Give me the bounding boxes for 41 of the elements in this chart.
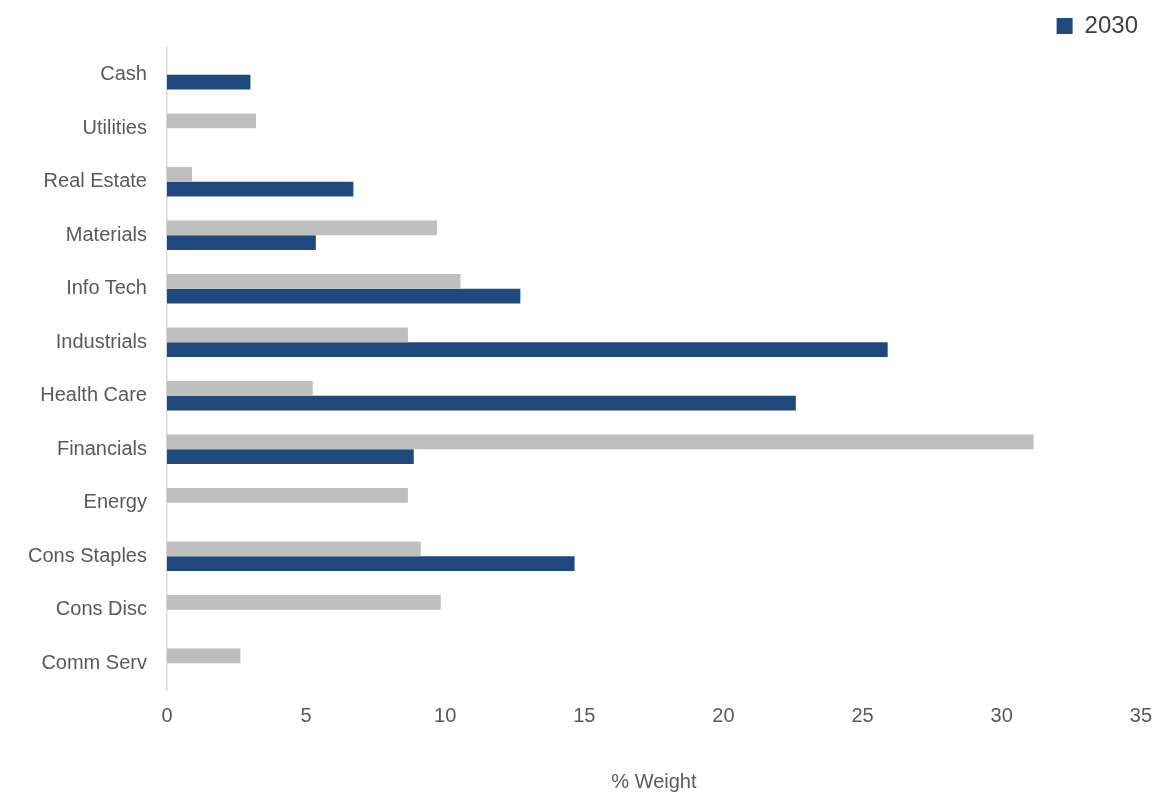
y-tick-label: Industrials (55, 329, 147, 352)
bar (166, 381, 313, 396)
y-tick-label: Cons Staples (27, 543, 147, 566)
y-tick-label: Cash (100, 62, 147, 85)
x-tick-label: 10 (434, 703, 457, 726)
x-tick-label: 35 (1129, 703, 1152, 726)
x-tick-label: 30 (990, 703, 1013, 726)
bar (166, 167, 192, 182)
y-tick-label: Real Estate (43, 169, 147, 192)
x-tick-label: 20 (712, 703, 735, 726)
legend-label: 2030 (1084, 10, 1138, 38)
x-tick-label: 15 (573, 703, 596, 726)
bar (166, 274, 461, 289)
bar (166, 434, 1034, 450)
bar (166, 327, 408, 343)
y-tick-label: Info Tech (66, 276, 147, 299)
bar (166, 342, 888, 357)
bar (166, 74, 251, 90)
bar (166, 595, 441, 610)
bar (166, 541, 421, 557)
bar (166, 288, 521, 304)
y-tick-label: Comm Serv (41, 650, 147, 673)
x-axis-title: % Weight (611, 769, 697, 792)
bar (166, 235, 316, 250)
x-tick-label: 25 (851, 703, 874, 726)
x-tick-label: 0 (161, 703, 173, 726)
y-tick-label: Materials (65, 222, 147, 245)
bar (166, 181, 354, 197)
bar (166, 113, 256, 129)
bar (166, 395, 796, 411)
bar (166, 488, 408, 503)
y-tick-label: Financials (56, 436, 147, 459)
y-tick-label: Health Care (40, 383, 147, 406)
bar (166, 449, 414, 464)
bar (166, 220, 437, 236)
y-tick-label: Cons Disc (55, 597, 147, 620)
y-tick-label: Utilities (82, 115, 147, 138)
bar (166, 556, 575, 571)
bar (166, 648, 241, 664)
x-tick-label: 5 (300, 703, 312, 726)
y-tick-label: Energy (83, 490, 147, 513)
